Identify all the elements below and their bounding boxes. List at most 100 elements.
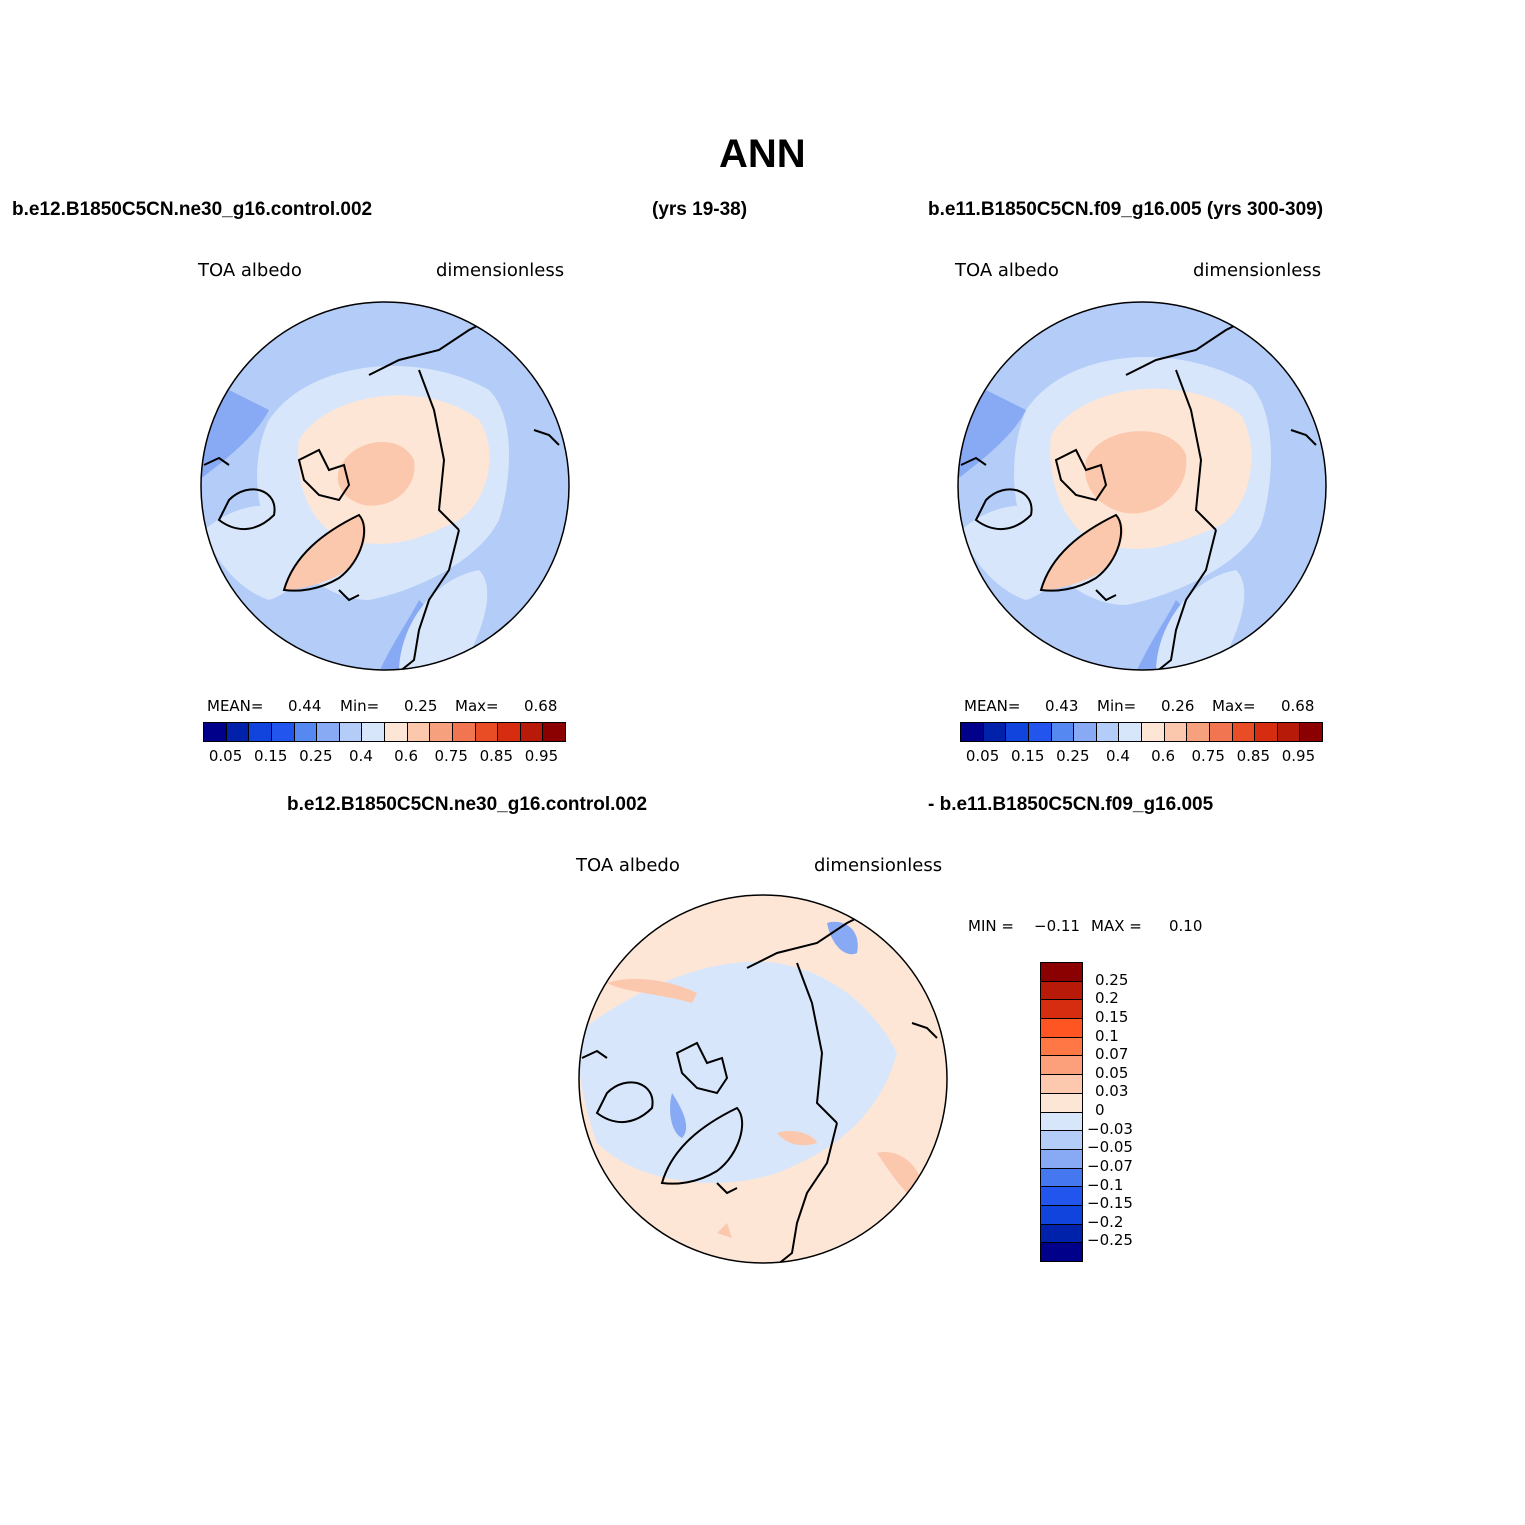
panel1-colorbar-tick-label: 0.95 [524, 747, 559, 765]
diff-colorbar-tick-label: 0.2 [1095, 989, 1119, 1008]
diff-min-value: −0.11 [1034, 917, 1080, 935]
diff-colorbar-swatch [1041, 1243, 1082, 1261]
panel1-polar-map [200, 301, 570, 671]
panel2-colorbar-swatch [1300, 723, 1322, 741]
panel1-colorbar-swatch [362, 723, 385, 741]
diff-polar-map [578, 894, 948, 1264]
diff-max-label: MAX = [1091, 917, 1142, 935]
diff-colorbar-tick-label: 0.05 [1095, 1063, 1129, 1082]
panel2-polar-map [957, 301, 1327, 671]
diff-colorbar-swatch [1041, 963, 1082, 982]
diff-max-value: 0.10 [1169, 917, 1203, 935]
panel1-colorbar [203, 722, 566, 742]
panel2-colorbar-tick-label: 0.6 [1151, 747, 1175, 765]
panel1-min-label: Min= [340, 697, 380, 715]
panel2-colorbar-swatch [1074, 723, 1097, 741]
page-title: ANN [719, 132, 806, 176]
diff-colorbar-tick-label: 0.25 [1095, 970, 1129, 989]
panel2-colorbar-swatch [1187, 723, 1210, 741]
panel1-colorbar-tick-label: 0.75 [434, 747, 468, 765]
panel2-colorbar-tick-label: 0.25 [1056, 747, 1090, 765]
panel2-colorbar-tick-label: 0.75 [1191, 747, 1225, 765]
diff-units: dimensionless [814, 855, 943, 876]
diff-variable: TOA albedo [576, 855, 680, 876]
diff-colorbar-swatch [1041, 1019, 1082, 1038]
panel1-colorbar-swatch [249, 723, 272, 741]
diff-title-left: b.e12.B1850C5CN.ne30_g16.control.002 [287, 794, 648, 815]
diff-colorbar-tick-label: 0.07 [1095, 1045, 1129, 1064]
diff-colorbar-swatch [1041, 1187, 1082, 1206]
diff-colorbar-tick-label: 0 [1095, 1101, 1105, 1119]
panel1-colorbar-tick-label: 0.85 [479, 747, 514, 765]
case2-name: b.e11.B1850C5CN.f09_g16.005 (yrs 300-309… [928, 199, 1324, 220]
panel1-variable: TOA albedo [198, 260, 302, 281]
diff-colorbar-tick-label: −0.2 [1087, 1212, 1124, 1231]
panel2-colorbar-swatch [1164, 723, 1188, 741]
panel1-colorbar-swatch [317, 723, 340, 741]
diff-colorbar-tick-label: −0.05 [1087, 1138, 1133, 1157]
case1-years: (yrs 19-38) [652, 199, 748, 220]
panel2-max-value: 0.68 [1281, 697, 1315, 715]
panel1-colorbar-swatch [520, 723, 544, 741]
panel1-colorbar-swatch [430, 723, 453, 741]
panel2-colorbar-swatch [1209, 723, 1233, 741]
panel2-colorbar-swatch [1051, 723, 1075, 741]
panel1-colorbar-swatch [407, 723, 431, 741]
panel2-units: dimensionless [1193, 260, 1322, 281]
diff-colorbar-swatch [1041, 1000, 1082, 1020]
panel2-max-label: Max= [1212, 697, 1256, 715]
diff-colorbar-swatch [1041, 1168, 1082, 1188]
panel2-mean-label: MEAN= [964, 697, 1021, 715]
panel2-colorbar-tick-label: 0.95 [1281, 747, 1316, 765]
panel2-min-label: Min= [1097, 697, 1137, 715]
panel2-colorbar-swatch [1232, 723, 1256, 741]
panel1-colorbar-swatch [385, 723, 408, 741]
case1-name: b.e12.B1850C5CN.ne30_g16.control.002 [12, 199, 373, 220]
panel1-units: dimensionless [436, 260, 565, 281]
panel2-colorbar-tick-label: 0.85 [1236, 747, 1271, 765]
diff-colorbar-swatch [1041, 1205, 1082, 1225]
panel1-colorbar-tick-label: 0.25 [299, 747, 333, 765]
panel1-colorbar-swatch [339, 723, 363, 741]
diff-colorbar-ticks: 0.25 0.2 0.15 0.1 0.07 0.05 0.03 0 −0.03 −0.05 −0.… [1087, 962, 1167, 1260]
panel2-colorbar-ticks: 0.05 0.15 0.25 0.4 0.6 0.75 0.85 0.95 [960, 747, 1321, 767]
panel1-mean-value: 0.44 [288, 697, 322, 715]
panel2-colorbar-swatch [1277, 723, 1301, 741]
diff-colorbar-swatch [1041, 1112, 1082, 1132]
panel2-colorbar-swatch [1006, 723, 1029, 741]
panel1-colorbar-tick-label: 0.6 [394, 747, 418, 765]
diff-colorbar-tick-label: −0.03 [1087, 1119, 1133, 1138]
panel2-colorbar-swatch [983, 723, 1007, 741]
panel1-colorbar-swatch [294, 723, 318, 741]
panel1-colorbar-tick-label: 0.15 [253, 747, 288, 765]
diff-colorbar-swatch [1041, 1075, 1082, 1094]
panel1-max-value: 0.68 [524, 697, 558, 715]
diff-colorbar [1040, 962, 1083, 1262]
panel1-colorbar-ticks: 0.05 0.15 0.25 0.4 0.6 0.75 0.85 0.95 [203, 747, 564, 767]
diff-colorbar-swatch [1041, 1093, 1082, 1113]
diff-min-label: MIN = [968, 917, 1014, 935]
panel2-colorbar-tick-label: 0.4 [1106, 747, 1130, 765]
panel1-colorbar-tick-label: 0.05 [208, 747, 243, 765]
diff-colorbar-tick-label: −0.25 [1087, 1231, 1133, 1250]
panel2-mean-value: 0.43 [1045, 697, 1079, 715]
diff-colorbar-tick-label: 0.03 [1095, 1082, 1129, 1101]
diff-colorbar-tick-label: −0.1 [1087, 1175, 1124, 1194]
diff-colorbar-swatch [1041, 1056, 1082, 1076]
panel2-colorbar-swatch [1119, 723, 1142, 741]
panel2-colorbar-swatch [961, 723, 984, 741]
panel2-colorbar-swatch [1028, 723, 1052, 741]
panel2-variable: TOA albedo [955, 260, 1059, 281]
panel1-colorbar-tick-label: 0.4 [349, 747, 373, 765]
panel2-colorbar-tick-label: 0.15 [1010, 747, 1045, 765]
panel2-min-value: 0.26 [1161, 697, 1195, 715]
diff-colorbar-tick-label: 0.1 [1095, 1026, 1119, 1045]
panel1-colorbar-swatch [271, 723, 295, 741]
diff-colorbar-tick-label: −0.15 [1087, 1194, 1133, 1213]
panel1-max-label: Max= [455, 697, 499, 715]
panel1-colorbar-swatch [452, 723, 476, 741]
diff-title-right: - b.e11.B1850C5CN.f09_g16.005 [928, 794, 1214, 815]
panel1-colorbar-swatch [498, 723, 521, 741]
panel2-colorbar-tick-label: 0.05 [965, 747, 1000, 765]
diff-colorbar-swatch [1041, 981, 1082, 1001]
